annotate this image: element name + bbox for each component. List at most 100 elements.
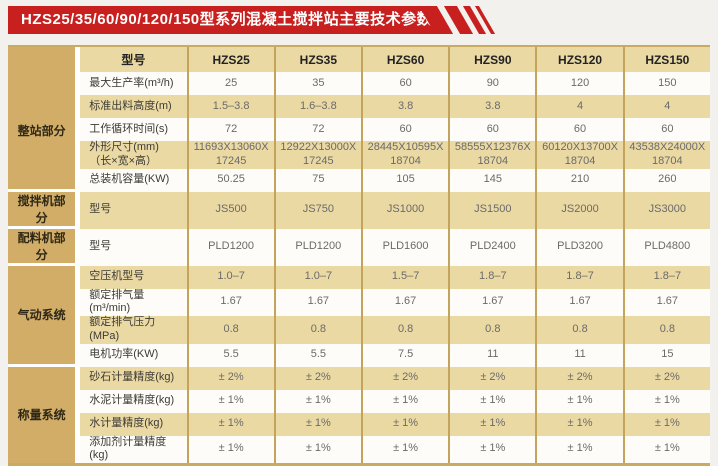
table-row: 额定排气量(m³/min) 1.67 1.67 1.67 1.67 1.67 1.67 xyxy=(8,288,710,316)
param-value: 1.8–7 xyxy=(622,265,710,289)
param-label: 总装机容量(KW) xyxy=(80,168,187,192)
param-value: PLD4800 xyxy=(622,228,710,266)
param-label: 水计量精度(kg) xyxy=(80,412,187,436)
param-value: 60120X13700X 18704 xyxy=(535,141,623,169)
param-value: 105 xyxy=(360,168,449,192)
param-value: ± 1% xyxy=(535,389,623,413)
row-group-label: 搅拌机部分 xyxy=(8,191,81,229)
table-row: 额定排气压力(MPa) 0.8 0.8 0.8 0.8 0.8 0.8 xyxy=(8,316,710,344)
header-corner-cell xyxy=(8,47,81,72)
param-value: 1.67 xyxy=(186,288,274,316)
spec-table-body: 整站部分 最大生产率(m³/h) 25 35 60 90 120 150 标准出料高度(m) 1.… xyxy=(8,72,710,463)
param-value: 90 xyxy=(448,72,536,95)
param-value: 3.8 xyxy=(448,95,536,118)
param-value: ± 1% xyxy=(622,389,710,413)
param-value: ± 1% xyxy=(360,435,449,463)
param-value: PLD1600 xyxy=(360,228,449,266)
param-value: 7.5 xyxy=(360,343,449,367)
param-value: ± 2% xyxy=(622,366,710,390)
param-value: 1.0–7 xyxy=(273,265,361,289)
param-value: ± 1% xyxy=(186,389,274,413)
param-value: JS2000 xyxy=(535,191,623,229)
param-value: 11 xyxy=(535,343,623,367)
param-value: 1.0–7 xyxy=(186,265,274,289)
table-row: 电机功率(KW) 5.5 5.5 7.5 11 11 15 xyxy=(8,343,710,367)
param-value: ± 1% xyxy=(273,412,361,436)
param-value: ± 1% xyxy=(360,389,449,413)
title-banner: HZS25/35/60/90/120/150型系列混凝土搅拌站主要技术参数 xyxy=(8,6,718,34)
param-value: 25 xyxy=(186,72,274,95)
param-value: 0.8 xyxy=(622,316,710,344)
row-group-label: 配料机部分 xyxy=(8,228,81,266)
param-value: 15 xyxy=(622,343,710,367)
table-row: 气动系统 空压机型号 1.0–7 1.0–7 1.5–7 1.8–7 1.8–7 1.8–7 xyxy=(8,265,710,367)
param-label: 外形尺寸(mm) （长×宽×高） xyxy=(80,141,187,169)
param-value: 4 xyxy=(622,95,710,118)
param-label: 额定排气压力(MPa) xyxy=(80,316,187,344)
header-row: 型号 HZS25 HZS35 HZS60 HZS90 HZS120 HZS150 xyxy=(8,47,710,72)
row-group-label: 整站部分 xyxy=(8,72,81,192)
param-label: 砂石计量精度(kg) xyxy=(80,366,187,390)
param-value: 120 xyxy=(535,72,623,95)
param-value: 1.5–3.8 xyxy=(186,95,274,118)
param-value: ± 2% xyxy=(273,366,361,390)
param-value: PLD1200 xyxy=(273,228,361,266)
param-value: 72 xyxy=(273,118,361,141)
param-value: ± 1% xyxy=(273,435,361,463)
param-value: 1.8–7 xyxy=(535,265,623,289)
param-value: 11 xyxy=(448,343,536,367)
param-label: 空压机型号 xyxy=(80,265,187,289)
param-value: 0.8 xyxy=(186,316,274,344)
param-value: 12922X13000X 17245 xyxy=(273,141,361,169)
table-row: 总装机容量(KW) 50.25 75 105 145 210 260 xyxy=(8,168,710,192)
param-value: ± 1% xyxy=(622,435,710,463)
param-value: JS3000 xyxy=(622,191,710,229)
param-value: ± 1% xyxy=(448,435,536,463)
param-label: 额定排气量(m³/min) xyxy=(80,288,187,316)
table-row: 整站部分 最大生产率(m³/h) 25 35 60 90 120 150 xyxy=(8,72,710,192)
spec-table: 型号 HZS25 HZS35 HZS60 HZS90 HZS120 HZS150… xyxy=(8,45,710,466)
param-value: PLD2400 xyxy=(448,228,536,266)
param-value: 28445X10595X 18704 xyxy=(360,141,449,169)
param-value: 0.8 xyxy=(448,316,536,344)
row-group-label: 气动系统 xyxy=(8,265,81,367)
table-row: 水泥计量精度(kg) ± 1% ± 1% ± 1% ± 1% ± 1% ± 1% xyxy=(8,389,710,413)
param-value: 60 xyxy=(622,118,710,141)
column-header: HZS25 xyxy=(186,47,274,72)
param-value: 35 xyxy=(273,72,361,95)
param-value: 1.67 xyxy=(535,288,623,316)
param-value: ± 1% xyxy=(535,435,623,463)
row-group-label: 称量系统 xyxy=(8,366,81,463)
param-label: 添加剂计量精度(kg) xyxy=(80,435,187,463)
param-value: 1.5–7 xyxy=(360,265,449,289)
param-value: JS750 xyxy=(273,191,361,229)
param-label: 型号 xyxy=(80,228,187,266)
param-value: ± 1% xyxy=(186,412,274,436)
param-value: 60 xyxy=(360,118,449,141)
column-header: HZS90 xyxy=(448,47,536,72)
param-value: 3.8 xyxy=(360,95,449,118)
param-value: ± 1% xyxy=(622,412,710,436)
table-row: 搅拌机部分 型号 JS500 JS750 JS1000 JS1500 JS2000 JS300… xyxy=(8,191,710,229)
param-value: 1.67 xyxy=(273,288,361,316)
param-value: 60 xyxy=(535,118,623,141)
page: HZS25/35/60/90/120/150型系列混凝土搅拌站主要技术参数 型号… xyxy=(0,6,718,466)
param-label: 电机功率(KW) xyxy=(80,343,187,367)
param-value: 0.8 xyxy=(535,316,623,344)
param-value: 0.8 xyxy=(360,316,449,344)
param-label: 标准出料高度(m) xyxy=(80,95,187,118)
column-header: HZS120 xyxy=(535,47,623,72)
param-value: JS500 xyxy=(186,191,274,229)
param-value: 5.5 xyxy=(273,343,361,367)
table-row: 工作循环时间(s) 72 72 60 60 60 60 xyxy=(8,118,710,141)
param-value: 75 xyxy=(273,168,361,192)
param-value: 5.5 xyxy=(186,343,274,367)
param-value: 260 xyxy=(622,168,710,192)
param-value: 1.67 xyxy=(360,288,449,316)
param-value: PLD3200 xyxy=(535,228,623,266)
table-row: 水计量精度(kg) ± 1% ± 1% ± 1% ± 1% ± 1% ± 1% xyxy=(8,412,710,436)
param-value: ± 1% xyxy=(535,412,623,436)
model-header-label: 型号 xyxy=(80,47,187,72)
table-row: 外形尺寸(mm) （长×宽×高） 11693X13060X 17245 12922X… xyxy=(8,141,710,169)
param-value: ± 1% xyxy=(186,435,274,463)
